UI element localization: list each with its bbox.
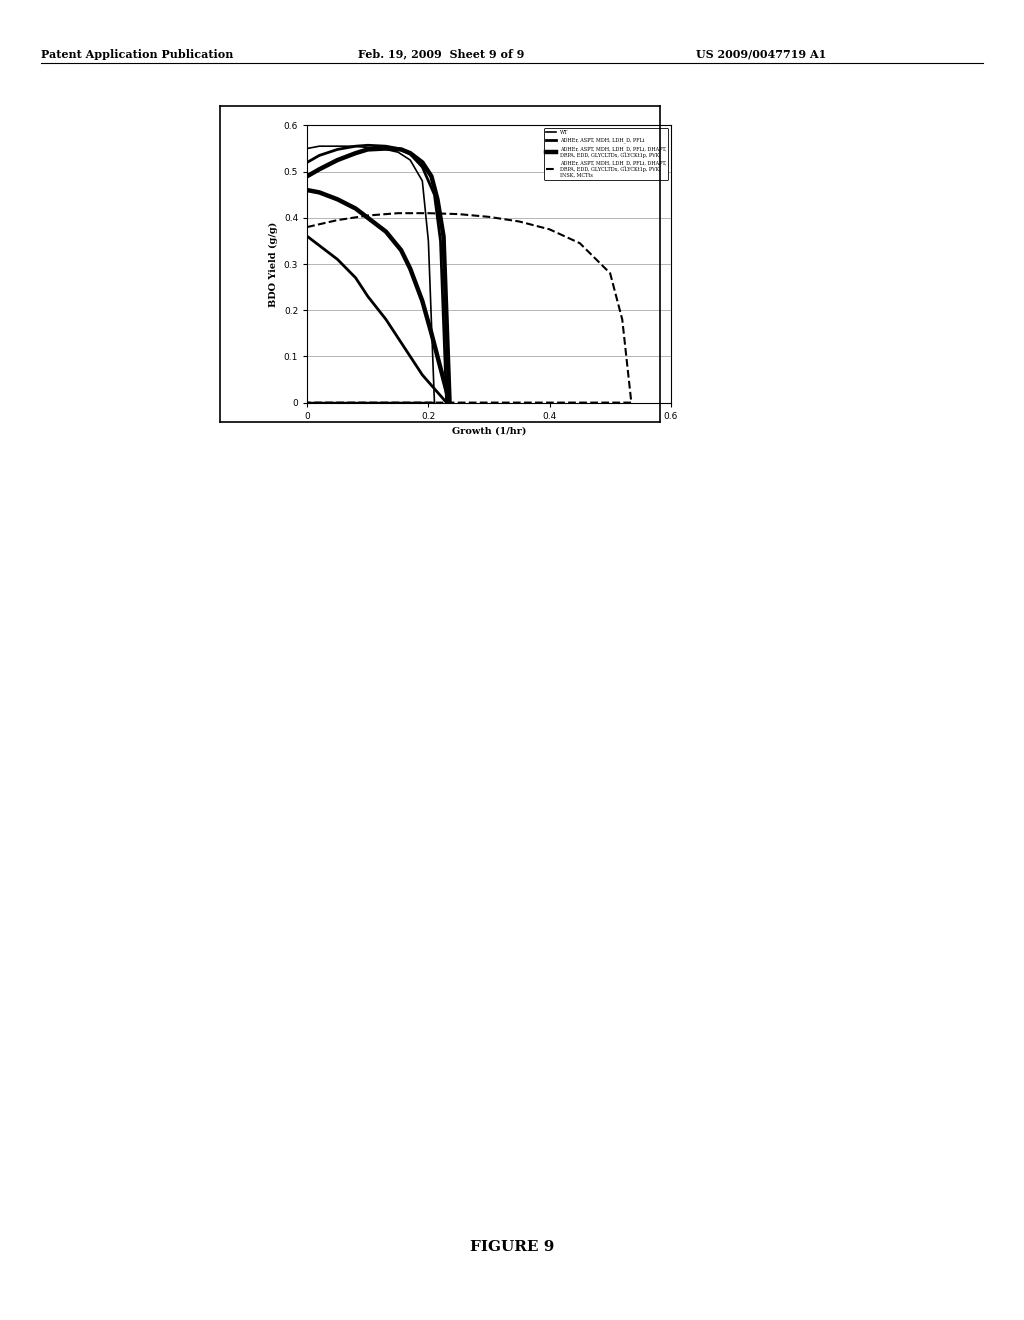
Text: Feb. 19, 2009  Sheet 9 of 9: Feb. 19, 2009 Sheet 9 of 9 <box>358 49 524 59</box>
Text: US 2009/0047719 A1: US 2009/0047719 A1 <box>696 49 826 59</box>
Text: Patent Application Publication: Patent Application Publication <box>41 49 233 59</box>
Y-axis label: BDO Yield (g/g): BDO Yield (g/g) <box>269 222 279 306</box>
Legend: WT, ADHEr, ASPT, MDH, LDH_D, PFLi, ADHEr, ASPT, MDH, LDH_D, PFLi, DHAPT,
DRPA, E: WT, ADHEr, ASPT, MDH, LDH_D, PFLi, ADHEr… <box>545 128 669 180</box>
Text: FIGURE 9: FIGURE 9 <box>470 1241 554 1254</box>
X-axis label: Growth (1/hr): Growth (1/hr) <box>452 426 526 436</box>
